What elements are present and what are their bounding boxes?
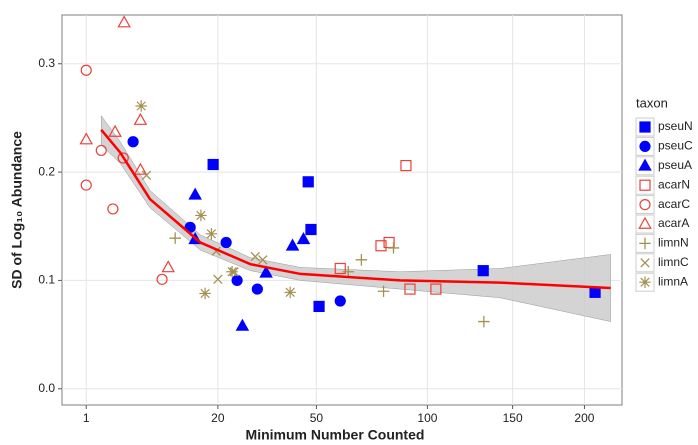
point <box>235 318 250 331</box>
point <box>342 266 355 278</box>
point <box>377 285 390 297</box>
legend-label: limnN <box>658 236 689 250</box>
legend-symbol <box>639 121 651 133</box>
point <box>213 274 223 285</box>
point <box>133 162 148 175</box>
point <box>589 286 601 298</box>
point <box>135 100 147 112</box>
point <box>156 273 168 285</box>
legend-symbol <box>639 276 651 288</box>
point <box>375 240 387 252</box>
legend-label: pseuN <box>658 119 693 133</box>
point <box>296 232 311 245</box>
point <box>355 254 368 266</box>
x-tick-label: 20 <box>211 411 225 425</box>
legend-key <box>635 195 655 215</box>
point <box>226 266 238 278</box>
legend-label: pseuA <box>658 158 692 172</box>
point <box>220 236 232 249</box>
fit-line <box>100 129 611 290</box>
point <box>195 209 207 222</box>
point <box>258 255 268 265</box>
point <box>284 286 296 299</box>
point <box>117 15 131 28</box>
legend-label: pseuC <box>658 139 693 153</box>
legend-label: acarA <box>658 216 689 230</box>
point <box>400 159 412 172</box>
point <box>250 251 260 262</box>
point <box>133 112 148 125</box>
legend-symbol <box>640 258 650 268</box>
point <box>334 295 346 307</box>
legend-label: acarN <box>658 177 690 191</box>
legend-label: acarC <box>658 197 690 211</box>
y-axis-title: SD of Log₁₀ Abundance <box>9 131 25 289</box>
legend-symbol <box>639 237 651 250</box>
point <box>108 124 122 137</box>
x-axis-title: Minimum Number Counted <box>246 427 425 443</box>
y-tick-label: 0.1 <box>38 273 55 287</box>
point <box>169 232 181 244</box>
point <box>161 260 175 273</box>
legend-symbol <box>638 158 652 171</box>
point <box>80 64 92 76</box>
point <box>387 242 400 254</box>
point <box>478 315 490 328</box>
point <box>127 136 139 148</box>
point <box>404 283 416 295</box>
point <box>117 152 129 164</box>
point <box>313 300 325 313</box>
legend-key <box>635 175 655 195</box>
point <box>251 283 263 295</box>
x-tick-label: 100 <box>417 411 437 425</box>
point <box>199 287 211 300</box>
legend-label: limnC <box>658 255 689 269</box>
point <box>334 262 346 275</box>
point <box>285 238 300 251</box>
point <box>205 228 218 240</box>
point <box>207 158 219 171</box>
point <box>302 176 314 188</box>
legend-symbol <box>639 140 651 152</box>
legend-label: limnA <box>658 274 688 288</box>
x-tick-label: 150 <box>503 411 523 425</box>
point <box>80 179 92 191</box>
point <box>95 144 107 157</box>
point <box>231 274 243 287</box>
legend-symbol <box>639 179 651 191</box>
y-tick-label: 0.0 <box>38 381 55 395</box>
point <box>141 170 152 181</box>
point <box>79 132 94 145</box>
point <box>305 223 317 236</box>
x-tick-label: 1 <box>83 411 90 425</box>
legend-symbol <box>638 216 652 229</box>
panel <box>61 14 623 406</box>
y-tick-label: 0.3 <box>38 56 55 70</box>
point <box>188 187 202 200</box>
legend-title: taxon <box>636 95 668 110</box>
x-tick-label: 200 <box>574 411 594 425</box>
point <box>477 265 489 277</box>
x-tick-label: 50 <box>310 411 324 425</box>
point <box>430 283 442 295</box>
point <box>107 203 119 215</box>
point <box>259 265 273 278</box>
y-tick-label: 0.2 <box>38 164 55 178</box>
legend-symbol <box>639 199 651 211</box>
